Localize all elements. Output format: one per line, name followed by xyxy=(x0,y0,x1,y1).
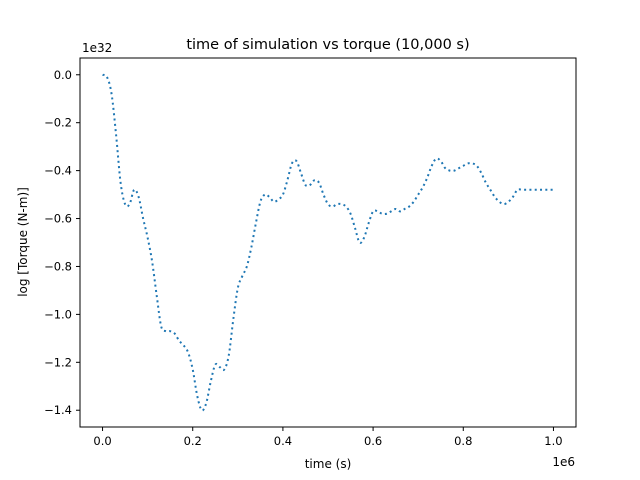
x-axis-ticks: 0.0 0.2 0.4 0.6 0.8 1.0 xyxy=(93,427,563,448)
x-tick-label: 0.6 xyxy=(364,434,382,448)
y-tick-label: −0.2 xyxy=(44,116,72,130)
y-axis-label: log [Torque (N-m)] xyxy=(16,187,30,297)
y-offset-label: 1e32 xyxy=(82,41,112,55)
chart-title: time of simulation vs torque (10,000 s) xyxy=(186,37,469,53)
x-axis-label: time (s) xyxy=(305,457,352,471)
data-series-line xyxy=(102,73,554,412)
y-tick-label: −1.4 xyxy=(44,403,72,417)
y-tick-label: 0.0 xyxy=(54,68,72,82)
x-offset-label: 1e6 xyxy=(552,455,575,469)
x-tick-label: 0.4 xyxy=(274,434,292,448)
x-tick-label: 0.0 xyxy=(93,434,111,448)
y-tick-label: −1.0 xyxy=(44,307,72,321)
y-tick-label: −1.2 xyxy=(44,355,72,369)
y-tick-label: −0.4 xyxy=(44,164,72,178)
x-tick-label: 0.2 xyxy=(184,434,202,448)
y-axis-ticks: 0.0 −0.2 −0.4 −0.6 −0.8 −1.0 −1.2 −1.4 xyxy=(44,68,80,417)
y-tick-label: −0.8 xyxy=(44,259,72,273)
y-tick-label: −0.6 xyxy=(44,212,72,226)
x-tick-label: 1.0 xyxy=(544,434,562,448)
plot-area-frame xyxy=(79,57,577,428)
x-tick-label: 0.8 xyxy=(454,434,472,448)
